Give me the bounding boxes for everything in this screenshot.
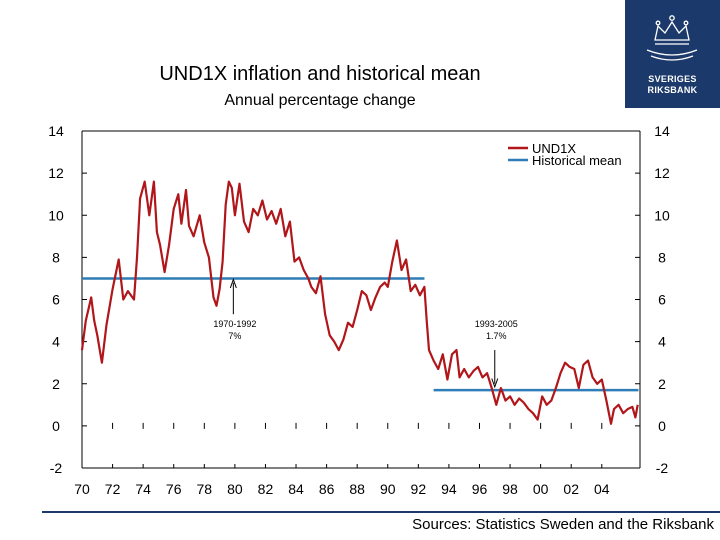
footer-divider (42, 511, 720, 513)
y-tick-label-right: 10 (654, 207, 670, 223)
x-tick-label: 90 (380, 481, 396, 497)
y-tick-label-right: 4 (658, 334, 666, 350)
x-tick-label: 72 (105, 481, 121, 497)
y-tick-label-right: 14 (654, 123, 670, 139)
riksbank-logo: SVERIGES RIKSBANK (625, 0, 720, 108)
logo-text-riksbank: RIKSBANK (647, 85, 698, 95)
source-note: Sources: Statistics Sweden and the Riksb… (412, 516, 714, 533)
annotation-value: 7% (228, 331, 241, 341)
x-tick-label: 96 (472, 481, 488, 497)
logo-text-sveriges: SVERIGES (648, 74, 697, 84)
x-tick-label: 80 (227, 481, 243, 497)
x-tick-label: 84 (288, 481, 304, 497)
y-tick-label-right: 2 (658, 376, 666, 392)
x-tick-label: 86 (319, 481, 335, 497)
chart-title: UND1X inflation and historical mean (159, 63, 481, 85)
y-tick-label-left: -2 (50, 460, 63, 476)
y-tick-label-left: 6 (52, 292, 60, 308)
y-tick-label-left: 12 (48, 165, 64, 181)
y-tick-label-right: -2 (656, 460, 669, 476)
y-tick-label-left: 14 (48, 123, 64, 139)
y-tick-marks (81, 130, 640, 469)
chart-series (80, 180, 639, 425)
y-tick-label-left: 4 (52, 334, 60, 350)
legend-label-mean: Historical mean (532, 153, 622, 168)
y-tick-label-left: 10 (48, 207, 64, 223)
chart-subtitle: Annual percentage change (224, 92, 416, 109)
x-tick-label: 94 (441, 481, 457, 497)
x-tick-label: 70 (74, 481, 90, 497)
chart-axes (81, 130, 641, 469)
y-tick-label-left: 2 (52, 376, 60, 392)
x-tick-label: 78 (197, 481, 213, 497)
x-tick-label: 04 (594, 481, 610, 497)
x-tick-label: 74 (135, 481, 151, 497)
x-tick-label: 76 (166, 481, 182, 497)
y-tick-label-right: 6 (658, 292, 666, 308)
y-tick-label-left: 0 (52, 418, 60, 434)
y-tick-label-right: 8 (658, 249, 666, 265)
annotation-value: 1.7% (486, 331, 507, 341)
x-tick-label: 88 (349, 481, 365, 497)
x-tick-label: 82 (258, 481, 274, 497)
crown-emblem-icon (646, 15, 698, 61)
annotation-arrowhead (229, 278, 237, 289)
y-tick-label-right: 0 (658, 418, 666, 434)
annotation-period: 1993-2005 (475, 319, 518, 329)
x-tick-label: 98 (502, 481, 518, 497)
annotation-arrowhead (491, 378, 499, 389)
y-tick-label-left: 8 (52, 249, 60, 265)
und1x-series-line (80, 180, 639, 425)
x-tick-label: 92 (411, 481, 427, 497)
x-tick-label: 02 (563, 481, 579, 497)
annotation-period: 1970-1992 (213, 319, 256, 329)
legend-label-und1x: UND1X (532, 141, 576, 156)
y-tick-label-right: 12 (654, 165, 670, 181)
x-tick-label: 00 (533, 481, 549, 497)
